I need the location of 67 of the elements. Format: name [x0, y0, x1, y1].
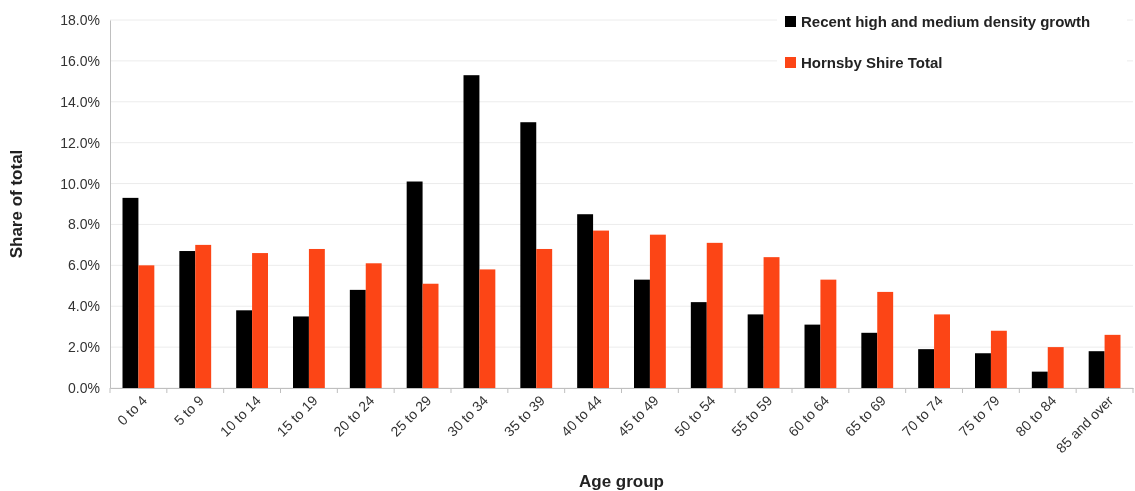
bar	[1104, 334, 1121, 388]
x-tick-label: 10 to 14	[216, 392, 264, 440]
bar	[422, 283, 439, 388]
bar	[649, 234, 666, 388]
x-tick-label: 75 to 79	[955, 392, 1003, 440]
y-tick-label: 4.0%	[68, 298, 100, 315]
bar	[195, 244, 212, 388]
y-axis-title: Share of total	[7, 149, 26, 259]
y-tick-label: 16.0%	[60, 52, 100, 69]
bar	[536, 248, 553, 388]
x-tick-label: 45 to 49	[614, 392, 662, 440]
y-tick-label: 2.0%	[68, 339, 100, 356]
y-tick-label: 6.0%	[68, 257, 100, 274]
bar	[990, 330, 1007, 388]
bar	[690, 302, 707, 388]
x-tick-label: 30 to 34	[444, 392, 492, 440]
bar	[349, 289, 366, 388]
bar	[479, 269, 496, 388]
bar	[593, 230, 609, 388]
x-tick-label: 35 to 39	[500, 392, 549, 440]
bar	[122, 197, 139, 388]
y-tick-label: 10.0%	[60, 175, 100, 192]
y-tick-label: 0.0%	[68, 379, 100, 396]
x-tick-label: 5 to 9	[170, 392, 208, 429]
x-tick-label: 15 to 19	[273, 392, 321, 440]
bar	[804, 324, 821, 388]
bar	[634, 279, 650, 388]
x-tick-label: 60 to 64	[785, 392, 833, 440]
bar	[1088, 351, 1105, 388]
bar	[1047, 347, 1064, 388]
y-tick-label: 18.0%	[60, 11, 100, 28]
bar	[861, 332, 878, 388]
x-tick-label: 65 to 69	[841, 392, 890, 440]
x-tick-label: 25 to 29	[387, 392, 435, 440]
bar	[747, 314, 764, 388]
legend-label: Hornsby Shire Total	[801, 54, 943, 72]
x-tick-label: 0 to 4	[114, 392, 151, 429]
x-tick-label: 70 to 74	[898, 392, 946, 440]
y-tick-label: 12.0%	[60, 134, 100, 151]
bar	[252, 253, 268, 388]
x-tick-label: 50 to 54	[671, 392, 719, 440]
x-tick-label: 80 to 84	[1012, 392, 1060, 440]
bar	[934, 314, 950, 388]
x-tick-label: 20 to 24	[330, 392, 378, 440]
bar	[706, 242, 723, 388]
bar	[820, 279, 837, 388]
x-tick-label: 40 to 44	[557, 392, 605, 440]
legend-label: Recent high and medium density growth	[801, 13, 1091, 31]
bar	[918, 349, 935, 388]
bar	[763, 257, 780, 388]
bar	[975, 353, 991, 388]
x-tick-label: 55 to 59	[728, 392, 776, 440]
bar	[365, 263, 382, 388]
bar	[1031, 371, 1048, 388]
bar	[308, 248, 325, 388]
bar	[138, 265, 155, 388]
bar	[577, 214, 594, 388]
bar	[293, 316, 309, 388]
bar	[179, 251, 196, 388]
bar	[406, 181, 423, 388]
y-tick-label: 8.0%	[68, 216, 100, 233]
bar	[236, 310, 253, 388]
x-axis-title: Age group	[579, 472, 664, 491]
bar	[463, 75, 480, 388]
bar	[877, 291, 894, 388]
y-tick-label: 14.0%	[60, 93, 100, 110]
bar	[520, 122, 537, 388]
